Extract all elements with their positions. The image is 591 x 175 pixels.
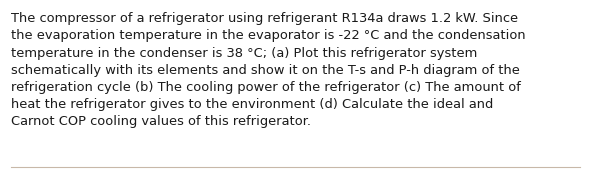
Text: The compressor of a refrigerator using refrigerant R134a draws 1.2 kW. Since
the: The compressor of a refrigerator using r… (11, 12, 525, 128)
